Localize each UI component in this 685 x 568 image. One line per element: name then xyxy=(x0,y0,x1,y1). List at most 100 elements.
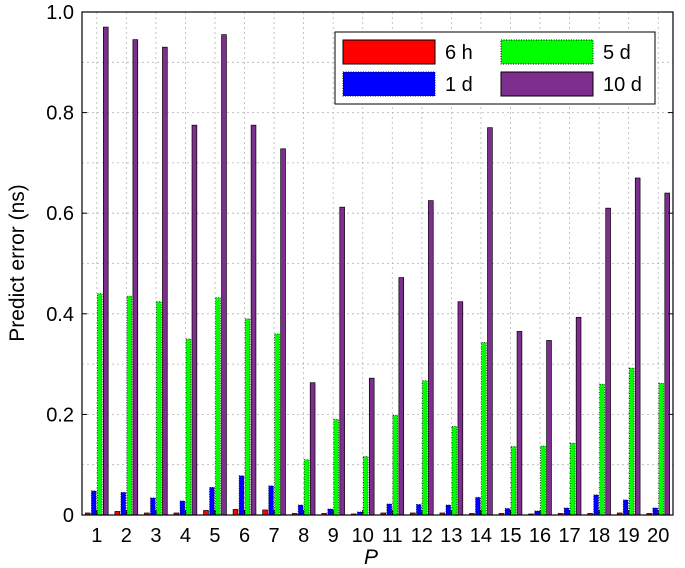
bar-10d-p8 xyxy=(309,382,316,516)
bar-1d-p3 xyxy=(150,497,156,516)
bar-5d-p2 xyxy=(126,295,133,516)
bar-6h-p7 xyxy=(262,509,268,516)
bar-1d-p15 xyxy=(504,508,511,516)
x-tick-label: 5 xyxy=(209,525,220,547)
bar-1d-p9 xyxy=(327,508,333,516)
y-tick-label: 1.0 xyxy=(46,2,74,24)
bar-10d-p12 xyxy=(428,200,434,516)
y-tick-label: 0.2 xyxy=(46,404,74,426)
bar-10d-p20 xyxy=(664,192,670,516)
bar-5d-p12 xyxy=(422,380,428,516)
bar-5d-p9 xyxy=(333,419,339,516)
bar-5d-p16 xyxy=(540,445,546,516)
legend-label: 10 d xyxy=(603,74,642,96)
bar-1d-p17 xyxy=(563,507,570,516)
bar-10d-p9 xyxy=(339,206,345,516)
bar-1d-p11 xyxy=(386,503,393,516)
bar-10d-p19 xyxy=(634,177,641,516)
y-tick-label: 0.8 xyxy=(46,103,74,125)
bar-5d-p4 xyxy=(185,338,192,516)
x-tick-label: 2 xyxy=(121,525,132,547)
bar-5d-p3 xyxy=(156,301,162,516)
x-tick-label: 6 xyxy=(239,525,250,547)
axis-ticks: 00.20.40.60.81.01 2 3 4 5 6 7 8 9 10 11 12 13 14 15 16 1… xyxy=(46,2,673,547)
x-tick-label: 4 xyxy=(180,525,191,547)
bar-5d-p19 xyxy=(628,367,635,516)
bar-1d-p18 xyxy=(593,494,599,516)
bar-10d-p6 xyxy=(250,124,257,516)
x-tick-label: 1 xyxy=(91,525,102,547)
x-tick-label: 3 xyxy=(150,525,161,547)
bar-1d-p19 xyxy=(622,499,629,516)
x-tick-label: 20 xyxy=(647,525,669,547)
bar-5d-p17 xyxy=(569,442,576,516)
y-axis-label: Predict error (ns) xyxy=(6,184,29,342)
x-tick-label: 7 xyxy=(269,525,280,547)
bar-10d-p1 xyxy=(103,26,109,516)
bar-6h-p6 xyxy=(232,509,239,516)
grid xyxy=(82,12,673,515)
bars xyxy=(85,26,670,516)
legend-label: 6 h xyxy=(445,42,473,64)
bar-5d-p5 xyxy=(215,297,221,516)
bar-1d-p20 xyxy=(652,507,658,516)
bar-1d-p4 xyxy=(179,500,186,516)
x-tick-label: 19 xyxy=(618,525,640,547)
bar-10d-p13 xyxy=(457,301,464,516)
bar-10d-p3 xyxy=(162,46,168,516)
bar-10d-p7 xyxy=(280,148,286,516)
y-tick-label: 0 xyxy=(63,505,74,527)
x-tick-label: 8 xyxy=(298,525,309,547)
x-tick-label: 13 xyxy=(440,525,462,547)
x-tick-label: 11 xyxy=(382,525,403,547)
bar-10d-p17 xyxy=(575,316,582,516)
bar-6h-p5 xyxy=(203,510,209,516)
plot-frame xyxy=(81,11,674,516)
x-tick-label: 15 xyxy=(499,525,521,547)
x-axis-label: P xyxy=(364,546,378,568)
bar-1d-p5 xyxy=(209,486,215,516)
y-tick-label: 0.4 xyxy=(46,304,74,326)
legend-label: 5 d xyxy=(603,42,631,64)
bar-10d-p10 xyxy=(368,377,375,516)
x-tick-label: 12 xyxy=(411,525,433,547)
bar-5d-p14 xyxy=(481,342,487,516)
bar-10d-p2 xyxy=(132,39,139,516)
bar-1d-p13 xyxy=(445,504,452,516)
bar-5d-p6 xyxy=(244,318,251,516)
legend-swatch-1d xyxy=(342,71,436,97)
legend: 6 h 1 d 5 d 10 d xyxy=(334,31,656,105)
bar-10d-p11 xyxy=(398,277,405,516)
bar-5d-p18 xyxy=(599,383,605,516)
bar-5d-p11 xyxy=(392,415,399,516)
bar-1d-p16 xyxy=(534,510,540,516)
bar-1d-p14 xyxy=(475,497,481,516)
x-tick-label: 17 xyxy=(558,525,580,547)
bar-5d-p1 xyxy=(97,293,103,516)
bar-10d-p4 xyxy=(191,124,198,516)
bar-5d-p13 xyxy=(451,426,458,516)
bar-1d-p1 xyxy=(91,490,97,516)
bar-5d-p8 xyxy=(303,459,310,516)
bar-10d-p16 xyxy=(546,340,552,516)
x-tick-label: 14 xyxy=(470,525,492,547)
bar-10d-p15 xyxy=(516,331,523,516)
bar-5d-p7 xyxy=(274,333,280,516)
bar-1d-p7 xyxy=(268,485,274,516)
y-tick-label: 0.6 xyxy=(46,203,74,225)
bar-10d-p14 xyxy=(487,127,493,516)
bar-10d-p18 xyxy=(605,207,611,516)
bar-1d-p8 xyxy=(297,504,304,516)
x-tick-label: 9 xyxy=(328,525,339,547)
bar-1d-p2 xyxy=(120,492,127,516)
bar-10d-p5 xyxy=(221,34,227,516)
bar-5d-p10 xyxy=(362,456,369,516)
legend-swatch-5d xyxy=(500,39,594,65)
x-tick-label: 18 xyxy=(588,525,610,547)
x-tick-label: 10 xyxy=(352,525,374,547)
x-tick-label: 16 xyxy=(529,525,551,547)
legend-swatch-10d xyxy=(500,71,594,97)
bar-1d-p6 xyxy=(238,475,245,516)
bar-1d-p12 xyxy=(416,504,422,516)
